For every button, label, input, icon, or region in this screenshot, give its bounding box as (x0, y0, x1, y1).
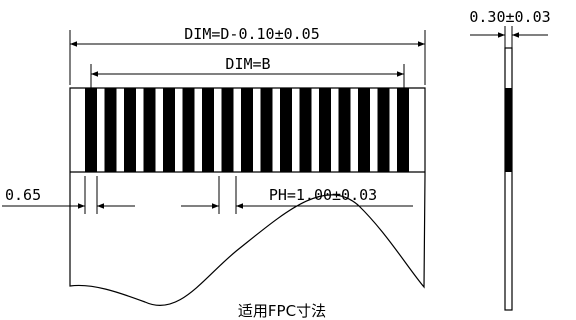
overall-width-dimension: DIM=D-0.10±0.05 (69, 25, 426, 85)
contact-pin (397, 88, 409, 172)
edge-distance-label: 0.65 (5, 186, 41, 204)
pitch-label: PH=1.00±0.03 (269, 186, 377, 204)
side-view-outline (504, 47, 513, 311)
contact-pin (299, 88, 312, 172)
contact-pin (104, 88, 117, 172)
contact-span-label: DIM=B (225, 55, 270, 73)
contact-pin (260, 88, 273, 172)
pitch-dimension: PH=1.00±0.03 (181, 176, 413, 214)
side-view-contact-layer (505, 88, 512, 172)
contact-pin (143, 88, 156, 172)
contact-span-dimension: DIM=B (90, 55, 405, 88)
contact-pin (124, 88, 136, 172)
contact-pin (221, 88, 234, 172)
contact-pin (163, 88, 175, 172)
contact-pin (358, 88, 370, 172)
fpc-outline (69, 87, 426, 307)
overall-width-label: DIM=D-0.10±0.05 (184, 25, 319, 43)
contact-pin (85, 88, 97, 172)
edge-distance-dimension: 0.65 (2, 176, 135, 214)
contact-pin (377, 88, 390, 172)
contact-pin (241, 88, 253, 172)
contact-pin (338, 88, 351, 172)
contact-pin (202, 88, 214, 172)
contact-pin (280, 88, 292, 172)
contact-pin (319, 88, 331, 172)
thickness-label: 0.30±0.03 (469, 8, 550, 26)
contact-pin (182, 88, 195, 172)
thickness-dimension: 0.30±0.03 (469, 8, 551, 48)
contact-pins (85, 88, 409, 172)
drawing-caption: 适用FPC寸法 (238, 302, 326, 320)
